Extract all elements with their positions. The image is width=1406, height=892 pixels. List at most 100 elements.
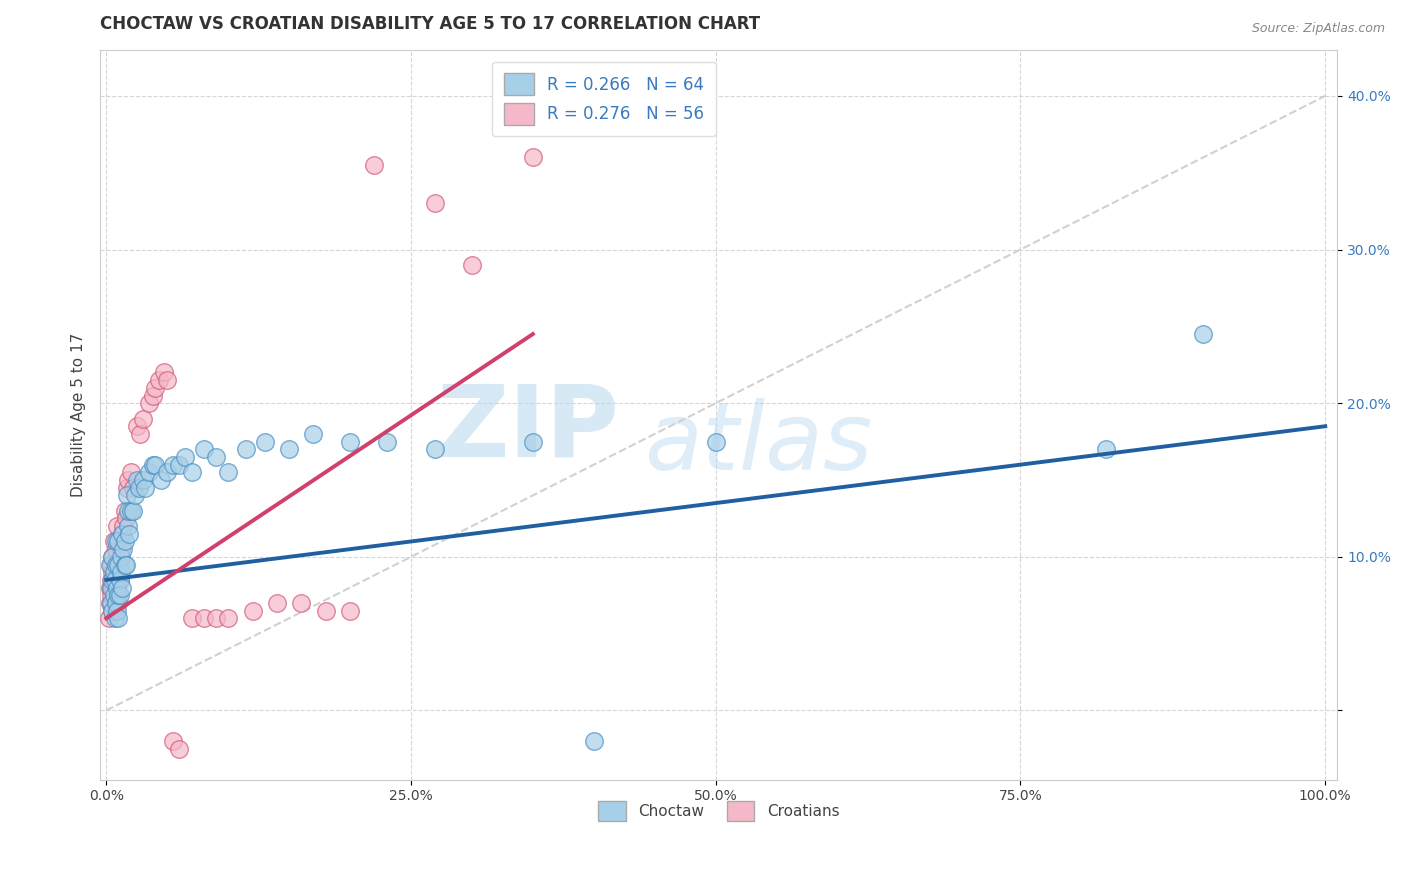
Point xyxy=(125,419,148,434)
Point xyxy=(522,434,544,449)
Point xyxy=(1094,442,1116,457)
Point xyxy=(141,388,163,402)
Point xyxy=(582,734,605,748)
Point xyxy=(461,258,484,272)
Point xyxy=(375,434,398,449)
Point xyxy=(107,558,129,572)
Point xyxy=(134,481,156,495)
Point xyxy=(315,604,337,618)
Point xyxy=(103,565,125,579)
Point xyxy=(141,458,163,472)
Point xyxy=(105,581,128,595)
Point xyxy=(101,549,124,564)
Point xyxy=(205,450,228,464)
Point xyxy=(193,611,215,625)
Point xyxy=(98,596,121,610)
Point xyxy=(363,158,385,172)
Point xyxy=(122,504,145,518)
Point xyxy=(103,534,125,549)
Point xyxy=(522,150,544,164)
Text: ZIP: ZIP xyxy=(437,381,620,478)
Point xyxy=(105,604,128,618)
Point xyxy=(104,573,127,587)
Point xyxy=(125,473,148,487)
Point xyxy=(117,473,139,487)
Point xyxy=(108,588,131,602)
Point xyxy=(169,458,191,472)
Point xyxy=(180,466,202,480)
Point xyxy=(108,558,131,572)
Point xyxy=(104,534,127,549)
Point xyxy=(107,611,129,625)
Point xyxy=(104,611,127,625)
Point xyxy=(148,373,170,387)
Point xyxy=(122,481,145,495)
Point xyxy=(118,526,141,541)
Point xyxy=(150,473,173,487)
Point xyxy=(1192,327,1215,342)
Point xyxy=(108,573,131,587)
Point xyxy=(101,565,124,579)
Point xyxy=(107,534,129,549)
Text: Source: ZipAtlas.com: Source: ZipAtlas.com xyxy=(1251,22,1385,36)
Point xyxy=(98,558,121,572)
Text: CHOCTAW VS CROATIAN DISABILITY AGE 5 TO 17 CORRELATION CHART: CHOCTAW VS CROATIAN DISABILITY AGE 5 TO … xyxy=(100,15,761,33)
Point xyxy=(100,596,122,610)
Point xyxy=(112,542,135,557)
Legend: Choctaw, Croatians: Choctaw, Croatians xyxy=(592,795,845,827)
Point xyxy=(104,596,127,610)
Point xyxy=(114,511,136,525)
Point xyxy=(138,396,160,410)
Point xyxy=(217,466,239,480)
Point xyxy=(101,604,124,618)
Point xyxy=(107,565,129,579)
Point xyxy=(124,488,146,502)
Point xyxy=(101,549,124,564)
Point xyxy=(339,434,361,449)
Point xyxy=(105,519,128,533)
Point xyxy=(253,434,276,449)
Point xyxy=(101,604,124,618)
Point xyxy=(180,611,202,625)
Point xyxy=(104,558,127,572)
Point xyxy=(104,542,127,557)
Point xyxy=(114,534,136,549)
Point xyxy=(111,526,134,541)
Point xyxy=(105,581,128,595)
Point xyxy=(120,466,142,480)
Point xyxy=(114,558,136,572)
Point xyxy=(143,381,166,395)
Point xyxy=(104,558,127,572)
Point xyxy=(104,596,127,610)
Point xyxy=(425,196,447,211)
Point xyxy=(235,442,257,457)
Text: atlas: atlas xyxy=(644,399,873,490)
Point xyxy=(266,596,288,610)
Y-axis label: Disability Age 5 to 17: Disability Age 5 to 17 xyxy=(72,333,86,497)
Point xyxy=(111,581,134,595)
Point xyxy=(104,573,127,587)
Point xyxy=(112,519,135,533)
Point xyxy=(205,611,228,625)
Point xyxy=(169,742,191,756)
Point xyxy=(290,596,312,610)
Point xyxy=(162,458,184,472)
Point xyxy=(132,411,155,425)
Point xyxy=(120,504,142,518)
Point xyxy=(115,488,138,502)
Point xyxy=(114,558,136,572)
Point xyxy=(100,558,122,572)
Point xyxy=(110,549,132,564)
Point xyxy=(103,588,125,602)
Point xyxy=(138,466,160,480)
Point xyxy=(152,366,174,380)
Point xyxy=(115,481,138,495)
Point xyxy=(107,588,129,602)
Point xyxy=(143,458,166,472)
Point xyxy=(156,466,179,480)
Point xyxy=(101,581,124,595)
Point xyxy=(98,581,121,595)
Point xyxy=(193,442,215,457)
Point xyxy=(278,442,301,457)
Point xyxy=(107,534,129,549)
